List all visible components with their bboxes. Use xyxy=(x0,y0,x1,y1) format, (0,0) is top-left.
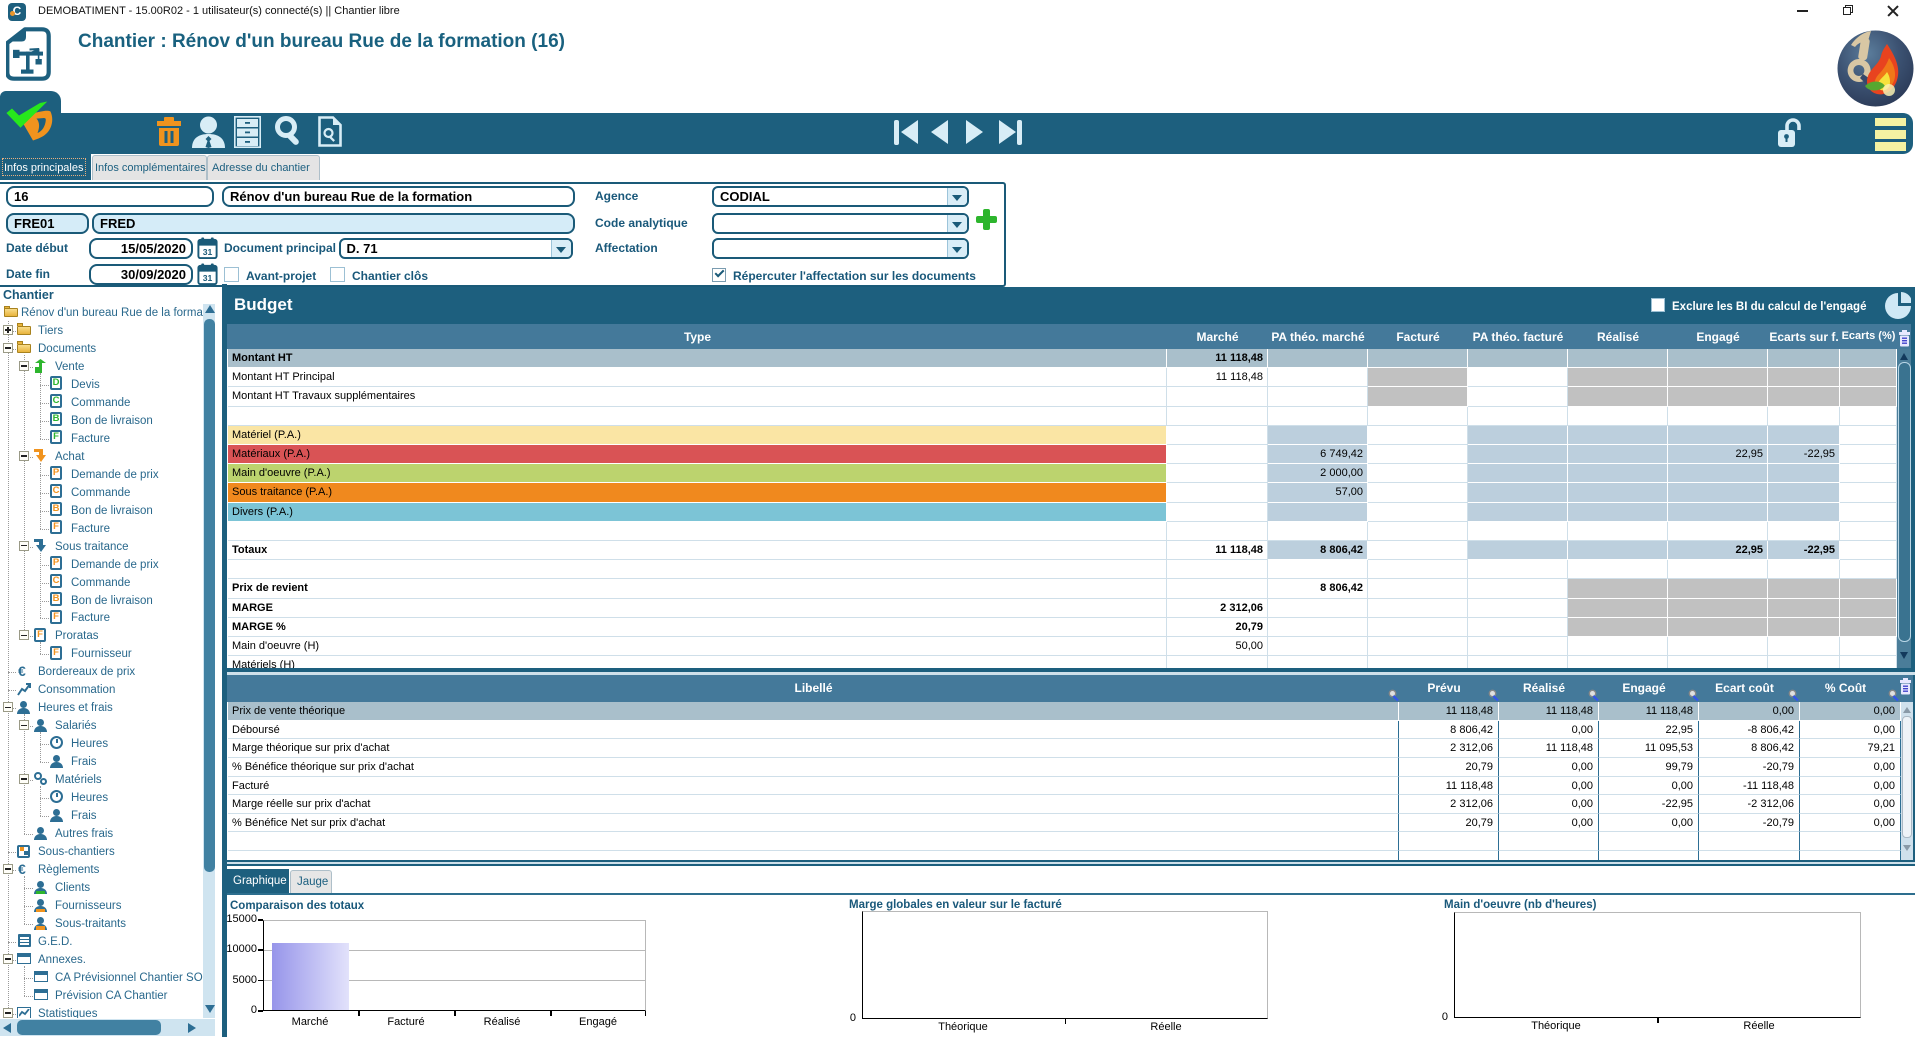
svg-text:31: 31 xyxy=(203,247,213,257)
svg-text:31: 31 xyxy=(203,273,213,283)
